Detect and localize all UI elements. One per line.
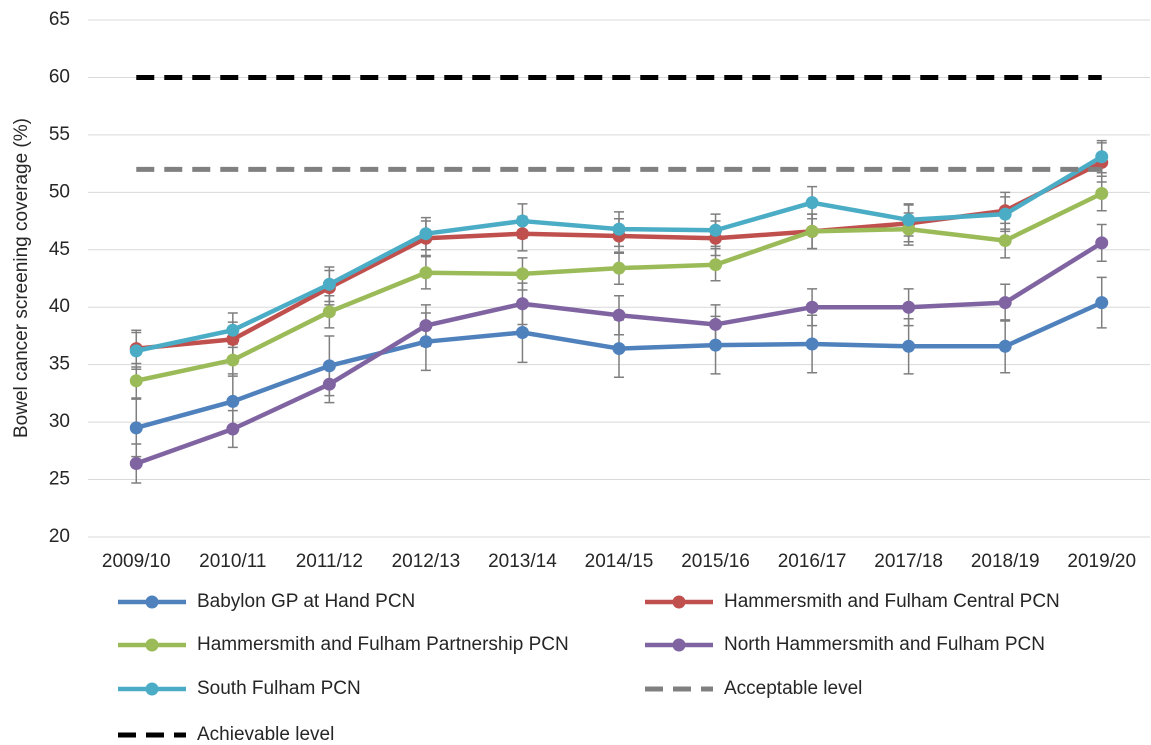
legend-label: Hammersmith and Fulham Central PCN [724, 591, 1060, 612]
legend-label: Achievable level [197, 724, 334, 745]
x-tick-label: 2019/20 [1067, 551, 1136, 572]
x-tick-label: 2011/12 [296, 551, 363, 572]
point [515, 227, 529, 241]
point [419, 227, 433, 241]
legend-label: Babylon GP at Hand PCN [197, 591, 415, 612]
point [226, 332, 240, 346]
legend-marker [145, 595, 159, 609]
point [322, 359, 336, 373]
legend-label: Acceptable level [724, 678, 862, 699]
legend-label: Hammersmith and Fulham Partnership PCN [197, 634, 569, 655]
point [998, 207, 1012, 221]
point [709, 338, 723, 352]
x-tick-label: 2017/18 [874, 551, 943, 572]
point [129, 421, 143, 435]
point [998, 339, 1012, 353]
point [805, 224, 819, 238]
y-tick-label: 25 [49, 469, 70, 490]
point [998, 234, 1012, 248]
x-tick-label: 2015/16 [681, 551, 750, 572]
x-tick-label: 2018/19 [971, 551, 1040, 572]
point [1095, 236, 1109, 250]
point [515, 267, 529, 281]
point [226, 422, 240, 436]
point [902, 300, 916, 314]
point [998, 296, 1012, 310]
point [419, 266, 433, 280]
x-tick-label: 2009/10 [102, 551, 171, 572]
legend-label: South Fulham PCN [197, 678, 361, 699]
point [226, 394, 240, 408]
point [129, 344, 143, 358]
legend-label: North Hammersmith and Fulham PCN [724, 634, 1045, 655]
point [322, 305, 336, 319]
point [805, 196, 819, 210]
y-tick-label: 30 [49, 411, 70, 432]
point [612, 342, 626, 356]
point [612, 222, 626, 236]
point [419, 319, 433, 333]
point [1095, 150, 1109, 164]
point [805, 337, 819, 351]
legend-marker [672, 638, 686, 652]
point [226, 323, 240, 337]
point [419, 335, 433, 349]
point [1095, 296, 1109, 310]
point [612, 261, 626, 275]
y-tick-label: 35 [49, 354, 70, 375]
x-tick-label: 2012/13 [392, 551, 461, 572]
point [902, 222, 916, 236]
point [902, 339, 916, 353]
point [129, 374, 143, 388]
y-tick-label: 55 [49, 124, 70, 145]
y-tick-label: 60 [49, 66, 70, 87]
point [515, 325, 529, 339]
point [515, 214, 529, 228]
point [709, 317, 723, 331]
x-tick-label: 2013/14 [488, 551, 557, 572]
point [322, 277, 336, 291]
legend-marker [672, 595, 686, 609]
point [805, 300, 819, 314]
x-tick-label: 2016/17 [778, 551, 847, 572]
point [322, 377, 336, 391]
x-tick-label: 2014/15 [585, 551, 654, 572]
y-axis-label: Bowel cancer screening coverage (%) [11, 118, 32, 438]
x-tick-label: 2010/11 [199, 551, 266, 572]
point [515, 297, 529, 311]
y-tick-label: 45 [49, 239, 70, 260]
y-tick-label: 50 [49, 181, 70, 202]
point [709, 258, 723, 272]
legend-marker [145, 682, 159, 696]
point [226, 353, 240, 367]
point [902, 213, 916, 227]
point [129, 456, 143, 470]
point [612, 308, 626, 322]
y-tick-label: 40 [49, 296, 70, 317]
point [709, 223, 723, 237]
point [1095, 186, 1109, 200]
y-tick-label: 20 [49, 526, 70, 547]
y-tick-label: 65 [49, 9, 70, 30]
legend-marker [145, 638, 159, 652]
